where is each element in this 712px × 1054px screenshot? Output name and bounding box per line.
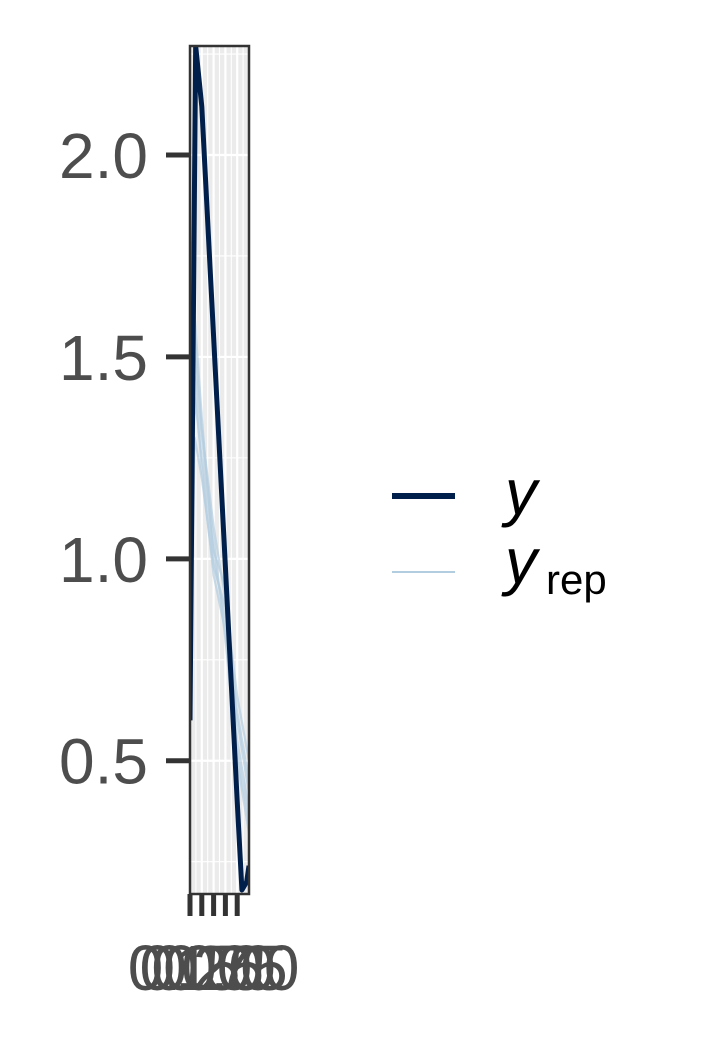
series-layer [190,46,249,893]
legend-label-yrep-sub: rep [546,556,607,603]
y-axis: 0.5 1.0 1.5 2.0 [59,120,190,798]
y-observed-line [190,46,249,893]
panel-border [188,44,251,896]
x-tick-label: 0.25 [140,932,265,1004]
legend-label-y: y [501,456,541,528]
x-axis: 0.000.250.500.751.00 [128,894,300,1004]
x-tick-label: 0.00 [128,932,253,1004]
legend-label-yrep: y [501,525,541,597]
y-tick-label: 1.0 [59,524,148,596]
x-tick-label: 1.00 [175,932,300,1004]
y-tick-label: 0.5 [59,726,148,798]
legend: y y rep [392,456,607,603]
y-tick-label: 2.0 [59,120,148,192]
x-tick-label: 0.50 [151,932,276,1004]
x-tick-label: 0.75 [163,932,288,1004]
y-tick-label: 1.5 [59,322,148,394]
plot-panel [188,44,251,896]
